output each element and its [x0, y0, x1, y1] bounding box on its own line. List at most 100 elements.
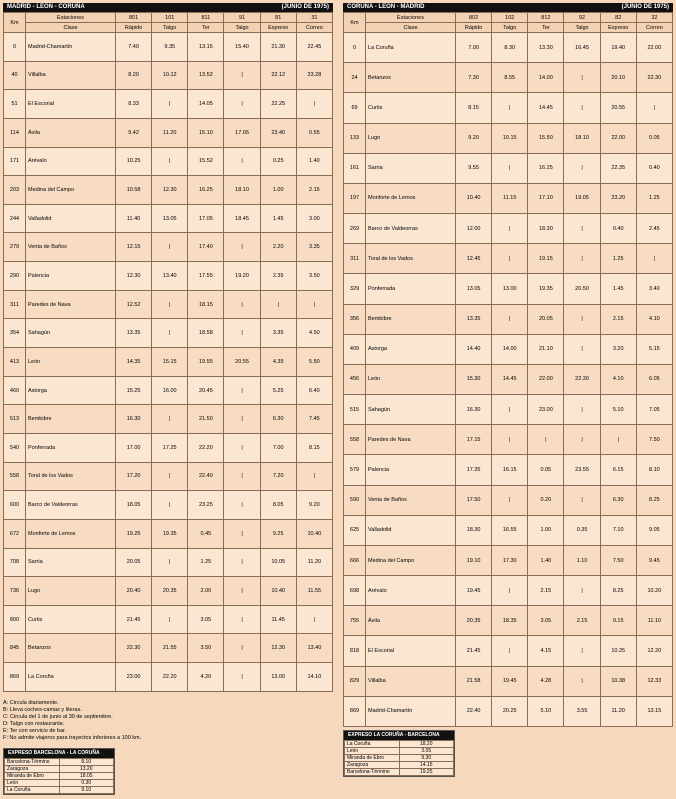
box-row: Barcelona-Término 8.10: [4, 758, 114, 766]
time: |: [151, 318, 189, 349]
km: 24: [343, 62, 366, 94]
station-row: 590 Venta de Baños 17.50 | 0.20 | 6.30 8.25: [343, 484, 674, 516]
time: |: [563, 303, 601, 335]
km: 672: [3, 518, 26, 549]
time: 0.55: [295, 117, 334, 148]
time: 9.10: [58, 786, 114, 794]
station-row: 558 Paredes de Nava 17.15 | | | | 7.50: [343, 424, 674, 456]
time: 11.40: [114, 203, 153, 234]
time: 0.40: [599, 213, 637, 245]
time: 22.25: [259, 89, 297, 119]
time: 22.00: [599, 122, 637, 154]
box-row: Miranda de Ebro 18.05: [4, 772, 114, 780]
time: 9.55: [454, 152, 493, 184]
time: 5.15: [635, 333, 674, 365]
station-row: 845 Betanzos 22.30 21.55 3.50 | 12.30 13.40: [3, 633, 334, 664]
train-class: Expreso: [599, 22, 637, 33]
time: 13.30: [527, 31, 565, 64]
time: 20.40: [114, 576, 153, 606]
time: 0.20: [527, 484, 565, 516]
time: 0.05: [527, 454, 565, 486]
time: 7.50: [599, 544, 637, 577]
station-row: 0 Madrid-Chamartín 7.40 9.35 13.15 15.40 21.30…: [3, 32, 334, 62]
station-row: 755 Ávila 20.35 18.35 3.05 2.15 9.15 11.10: [343, 605, 674, 637]
time: 7.05: [635, 394, 674, 426]
time: 19.45: [491, 665, 529, 697]
time: 13.15: [635, 695, 674, 728]
time: |: [563, 152, 601, 184]
km: 869: [3, 662, 26, 692]
time: |: [491, 213, 529, 245]
time: 9.42: [114, 117, 153, 148]
station-row: 354 Sahagún 13.35 | 18.58 | 3.35 4.50: [3, 318, 334, 349]
km: 133: [343, 122, 366, 154]
station: El Escorial: [25, 89, 116, 119]
note: E: Ter con servicio de bar.: [3, 728, 67, 734]
station: Monforte de Lemos: [25, 518, 116, 549]
time: |: [223, 289, 261, 320]
station-row: 244 Valladolid 11.40 13.05 17.05 18.45 1.45 3.0…: [3, 203, 334, 234]
time: 18.20: [398, 740, 454, 748]
time: 12.30: [114, 261, 153, 291]
time: 20.45: [187, 375, 225, 406]
time: 23.00: [527, 394, 565, 426]
km: 666: [343, 544, 366, 577]
time: 8.15: [454, 92, 493, 124]
time: 10.58: [114, 175, 153, 205]
time: 19.45: [454, 575, 493, 607]
time: 4.10: [635, 303, 674, 335]
station: Miranda de Ebro: [344, 754, 400, 762]
time: 14.00: [491, 333, 529, 365]
time: |: [563, 62, 601, 94]
station-row: 197 Monforte de Lemos 10.40 11.15 17.10 19.05…: [343, 182, 674, 215]
km: 311: [3, 289, 26, 320]
station: Zaragoza: [4, 765, 60, 773]
time: 14.15: [398, 761, 454, 769]
station: Medina del Campo: [25, 175, 116, 205]
time: 2.20: [259, 232, 297, 263]
time: 16.15: [491, 454, 529, 486]
time: 8.15: [295, 432, 334, 463]
time: 0.25: [259, 146, 297, 177]
time: 7.00: [454, 31, 493, 64]
train-class: Rápido: [454, 22, 493, 33]
km: 818: [343, 635, 366, 667]
station: Sarria: [365, 152, 456, 184]
km: 869: [343, 695, 366, 728]
time: 14.05: [187, 89, 225, 119]
train-number: 31: [295, 12, 334, 23]
time: 10.38: [599, 665, 637, 697]
time: 3.35: [259, 318, 297, 349]
time: 19.55: [187, 347, 225, 377]
time: 17.15: [454, 424, 493, 456]
station: Venta de Baños: [365, 484, 456, 516]
station: Medina del Campo: [365, 544, 456, 577]
time: 15.15: [151, 347, 189, 377]
time: 16.45: [563, 31, 601, 64]
km: 515: [343, 394, 366, 426]
km: 708: [3, 547, 26, 578]
date: (JUNIO DE 1975): [281, 4, 329, 10]
time: 21.50: [187, 404, 225, 434]
time: |: [563, 424, 601, 456]
time: 22.00: [635, 31, 674, 64]
station: Betanzos: [365, 62, 456, 94]
station-row: 161 Sarria 9.55 | 16.25 | 22.35 0.40: [343, 152, 674, 184]
time: |: [223, 432, 261, 463]
time: 14.10: [295, 662, 334, 692]
time: 17.20: [114, 461, 153, 492]
label: Clase: [25, 22, 116, 33]
station-row: 736 Lugo 20.40 20.35 2.00 | 10.40 11.55: [3, 576, 334, 606]
km: 456: [343, 363, 366, 396]
time: 15.52: [187, 146, 225, 177]
km: 698: [343, 575, 366, 607]
station: Arévalo: [25, 146, 116, 177]
box-title: EXPRESO LA CORUÑA - BARCELONA: [344, 731, 454, 740]
station: La Coruña: [25, 662, 116, 692]
km: 356: [343, 303, 366, 335]
time: |: [527, 424, 565, 456]
time: |: [295, 289, 334, 320]
station: Ponferrada: [25, 432, 116, 463]
train-number: 801: [114, 12, 153, 23]
station: Ponferrada: [365, 273, 456, 305]
